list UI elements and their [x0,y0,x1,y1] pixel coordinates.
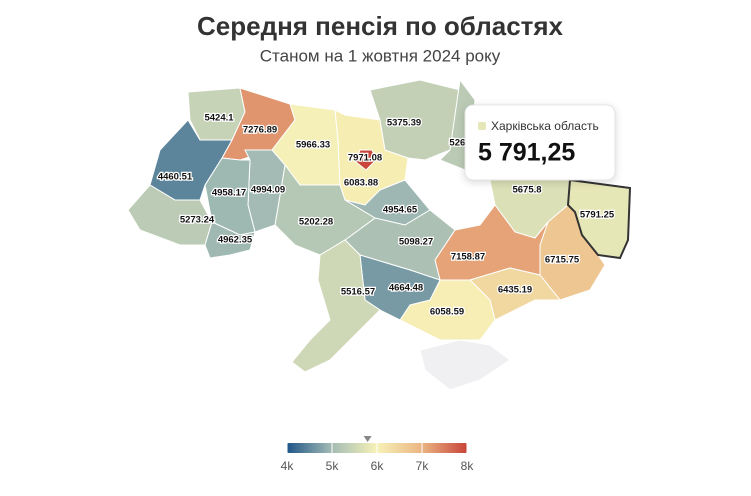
region-label: 5424.1 [204,113,234,124]
labels: 5424.1 7276.89 5966.33 6083.88 7971.08 5375.3… [157,111,617,319]
colorbar-marker [363,436,372,442]
region-label: 7276.89 [243,125,277,136]
region-label: 5516.57 [341,287,375,298]
region-label: 6083.88 [344,178,378,189]
colorbar: 4k 5k 6k 7k 8k [281,436,475,473]
tooltip: Харківська область 5 791,25 [464,104,616,181]
region-label: 5273.24 [180,215,215,226]
colorbar-label: 7k [416,459,430,473]
crimea [419,339,511,391]
region-label: 4958.17 [212,188,246,199]
region-label: 4962.35 [218,235,253,246]
region-label: 4994.09 [251,185,285,196]
region-label: 6715.75 [545,255,580,266]
tooltip-box [464,104,616,181]
region-label: 7971.08 [348,153,382,164]
region [355,149,377,171]
region-label: 4954.65 [383,205,418,216]
region [291,239,381,373]
region-label: 5675.8 [512,185,541,196]
title: Середня пенсія по областях [197,11,564,41]
region [566,178,632,260]
region-label: 5375.39 [387,118,421,129]
tooltip-name: Харківська область [491,119,599,133]
colorbar-label: 8k [461,459,475,473]
tooltip-swatch [478,122,486,130]
region [204,221,256,259]
region-label: 6435.19 [498,285,532,296]
subtitle: Станом на 1 жовтня 2024 року [260,46,501,65]
colorbar-label: 5k [326,459,340,473]
region-label: 4664.48 [389,283,423,294]
region-label: 5966.33 [296,140,330,151]
region-label: 7158.87 [451,252,485,263]
region [274,163,376,256]
region-label: 4460.51 [158,172,193,183]
region-label: 5098.27 [399,237,433,248]
region-label: 5202.28 [299,217,333,228]
colorbar-label: 4k [281,459,295,473]
region-label: 6058.59 [430,307,464,318]
regions [127,78,632,373]
region [369,79,461,161]
colorbar-label: 6k [371,459,385,473]
region [149,119,233,201]
tooltip-value: 5 791,25 [478,139,575,167]
region-label: 5791.25 [580,210,615,221]
